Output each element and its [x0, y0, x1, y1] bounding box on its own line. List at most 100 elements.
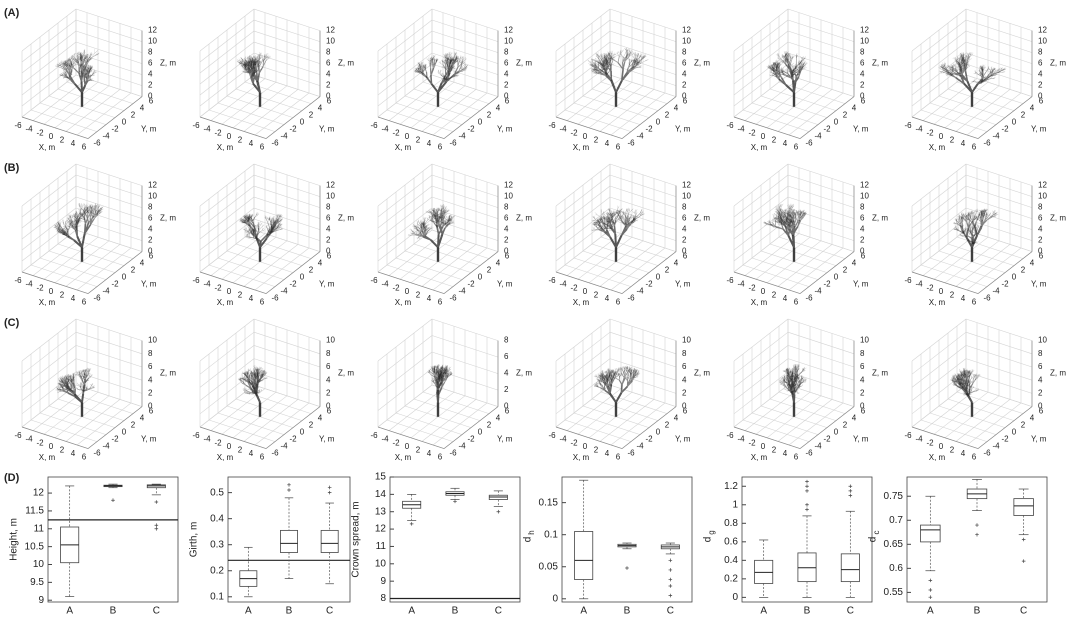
z-tick-label: 6 [326, 362, 331, 371]
z-tick-label: 2 [504, 385, 509, 394]
z-axis-label: Z, m [516, 59, 532, 68]
z-tick-label: 10 [860, 37, 869, 46]
grid-line [386, 264, 454, 287]
x-tick-label: 6 [260, 143, 265, 152]
z-tick-label: 4 [860, 375, 865, 384]
outlier [668, 584, 673, 588]
tree-branches [766, 50, 808, 77]
z-tick-label: 0 [148, 402, 153, 411]
axis-line [977, 96, 1033, 139]
z-axis-label: Z, m [872, 59, 888, 68]
tree-branches [593, 208, 642, 231]
y-axis-label-sub: c [872, 531, 881, 535]
outlier [327, 485, 332, 490]
grid-line [431, 351, 499, 374]
box-chart: 0 0.2 0.4 0.6 0.8 1 1.2 dg A B C [703, 476, 873, 617]
grid-line [609, 371, 677, 394]
tree-branches [587, 47, 649, 75]
z-tick-label: 10 [682, 192, 691, 201]
y-axis-label: d [703, 537, 714, 543]
tree-branches [430, 370, 449, 386]
grid-line [787, 74, 855, 97]
x-tick-label: -6 [548, 121, 556, 130]
y-tick-label: -4 [102, 442, 110, 451]
tree-branches [775, 63, 802, 81]
y-tick-label: -6 [805, 139, 813, 148]
outlier [805, 502, 809, 507]
grid-line [431, 207, 499, 230]
tree-branches [427, 364, 453, 384]
grid-line [199, 174, 255, 218]
tree-branches [414, 51, 469, 80]
tree-branches [415, 54, 467, 79]
x-tick-label: 2 [60, 446, 65, 455]
grid-line [733, 52, 789, 96]
grid-line [199, 345, 255, 388]
grid-line [609, 196, 677, 219]
grid-line [555, 52, 611, 96]
tree-branches [418, 58, 464, 80]
grid-line [66, 81, 134, 104]
grid-line [555, 163, 611, 207]
y-tick-label: 0 [656, 118, 661, 127]
grid-line [413, 243, 481, 266]
grid-line [75, 8, 143, 31]
z-tick-label: 0 [326, 402, 331, 411]
y-tick-label: 0.75 [884, 491, 904, 502]
z-tick-label: 4 [504, 225, 509, 234]
box-chart: 0.1 0.2 0.3 0.4 0.5 Girth, m A B C [189, 476, 351, 617]
z-tick-label: 8 [860, 349, 865, 358]
x-tick-label: -2 [392, 128, 400, 137]
z-axis-label: Z, m [694, 59, 710, 68]
grid-line [733, 196, 789, 240]
y-tick-label: -2 [823, 125, 831, 134]
x-tick-label: -4 [381, 280, 389, 289]
tree-branches [58, 53, 97, 81]
z-tick-label: 4 [148, 70, 153, 79]
y-tick-label: 0 [478, 273, 483, 282]
z-axis-label: Z, m [872, 214, 888, 223]
z-tick-label: 6 [326, 214, 331, 223]
x-tick-label: 2 [238, 136, 243, 145]
grid-line [199, 318, 255, 362]
x-tick-label: -6 [904, 276, 912, 285]
x-tick-label: -6 [548, 431, 556, 440]
grid-line [787, 371, 855, 394]
z-axis-label: Z, m [1050, 369, 1066, 378]
y-tick-label: 0 [1012, 118, 1017, 127]
y-tick-label: 1 [732, 499, 738, 510]
y-tick-label: -4 [636, 442, 644, 451]
y-tick-label: 0.7 [889, 515, 903, 526]
row-label: (C) [4, 317, 20, 329]
y-tick-label: 0 [122, 273, 127, 282]
y-tick-label: -6 [93, 294, 101, 303]
x-tick-label: A [760, 606, 767, 617]
axis-line [977, 251, 1033, 294]
axis-line [377, 271, 445, 294]
grid-line [377, 207, 433, 251]
outlier [668, 558, 673, 563]
y-tick-label: 0 [300, 118, 305, 127]
grid-line [21, 331, 77, 375]
y-tick-label: 0.4 [210, 513, 224, 524]
z-tick-label: 10 [1038, 336, 1047, 345]
grid-line [733, 185, 789, 229]
z-tick-label: 0 [860, 402, 865, 411]
grid-line [30, 264, 98, 287]
y-tick-label: -2 [289, 435, 297, 444]
x-tick-label: -2 [748, 283, 756, 292]
z-tick-label: 12 [860, 181, 869, 190]
y-tick-label: 4 [140, 104, 145, 113]
z-tick-label: 2 [682, 236, 687, 245]
z-tick-label: 2 [682, 389, 687, 398]
grid-line [911, 331, 967, 375]
grid-line [956, 236, 1024, 259]
tree-branches [245, 377, 261, 395]
outlier [154, 526, 159, 531]
y-tick-label: -4 [992, 442, 1000, 451]
grid-line [253, 318, 321, 341]
y-axis-label: Crown spread, m [351, 501, 362, 577]
x-tick-label: 4 [427, 449, 432, 458]
z-tick-label: 10 [148, 336, 157, 345]
